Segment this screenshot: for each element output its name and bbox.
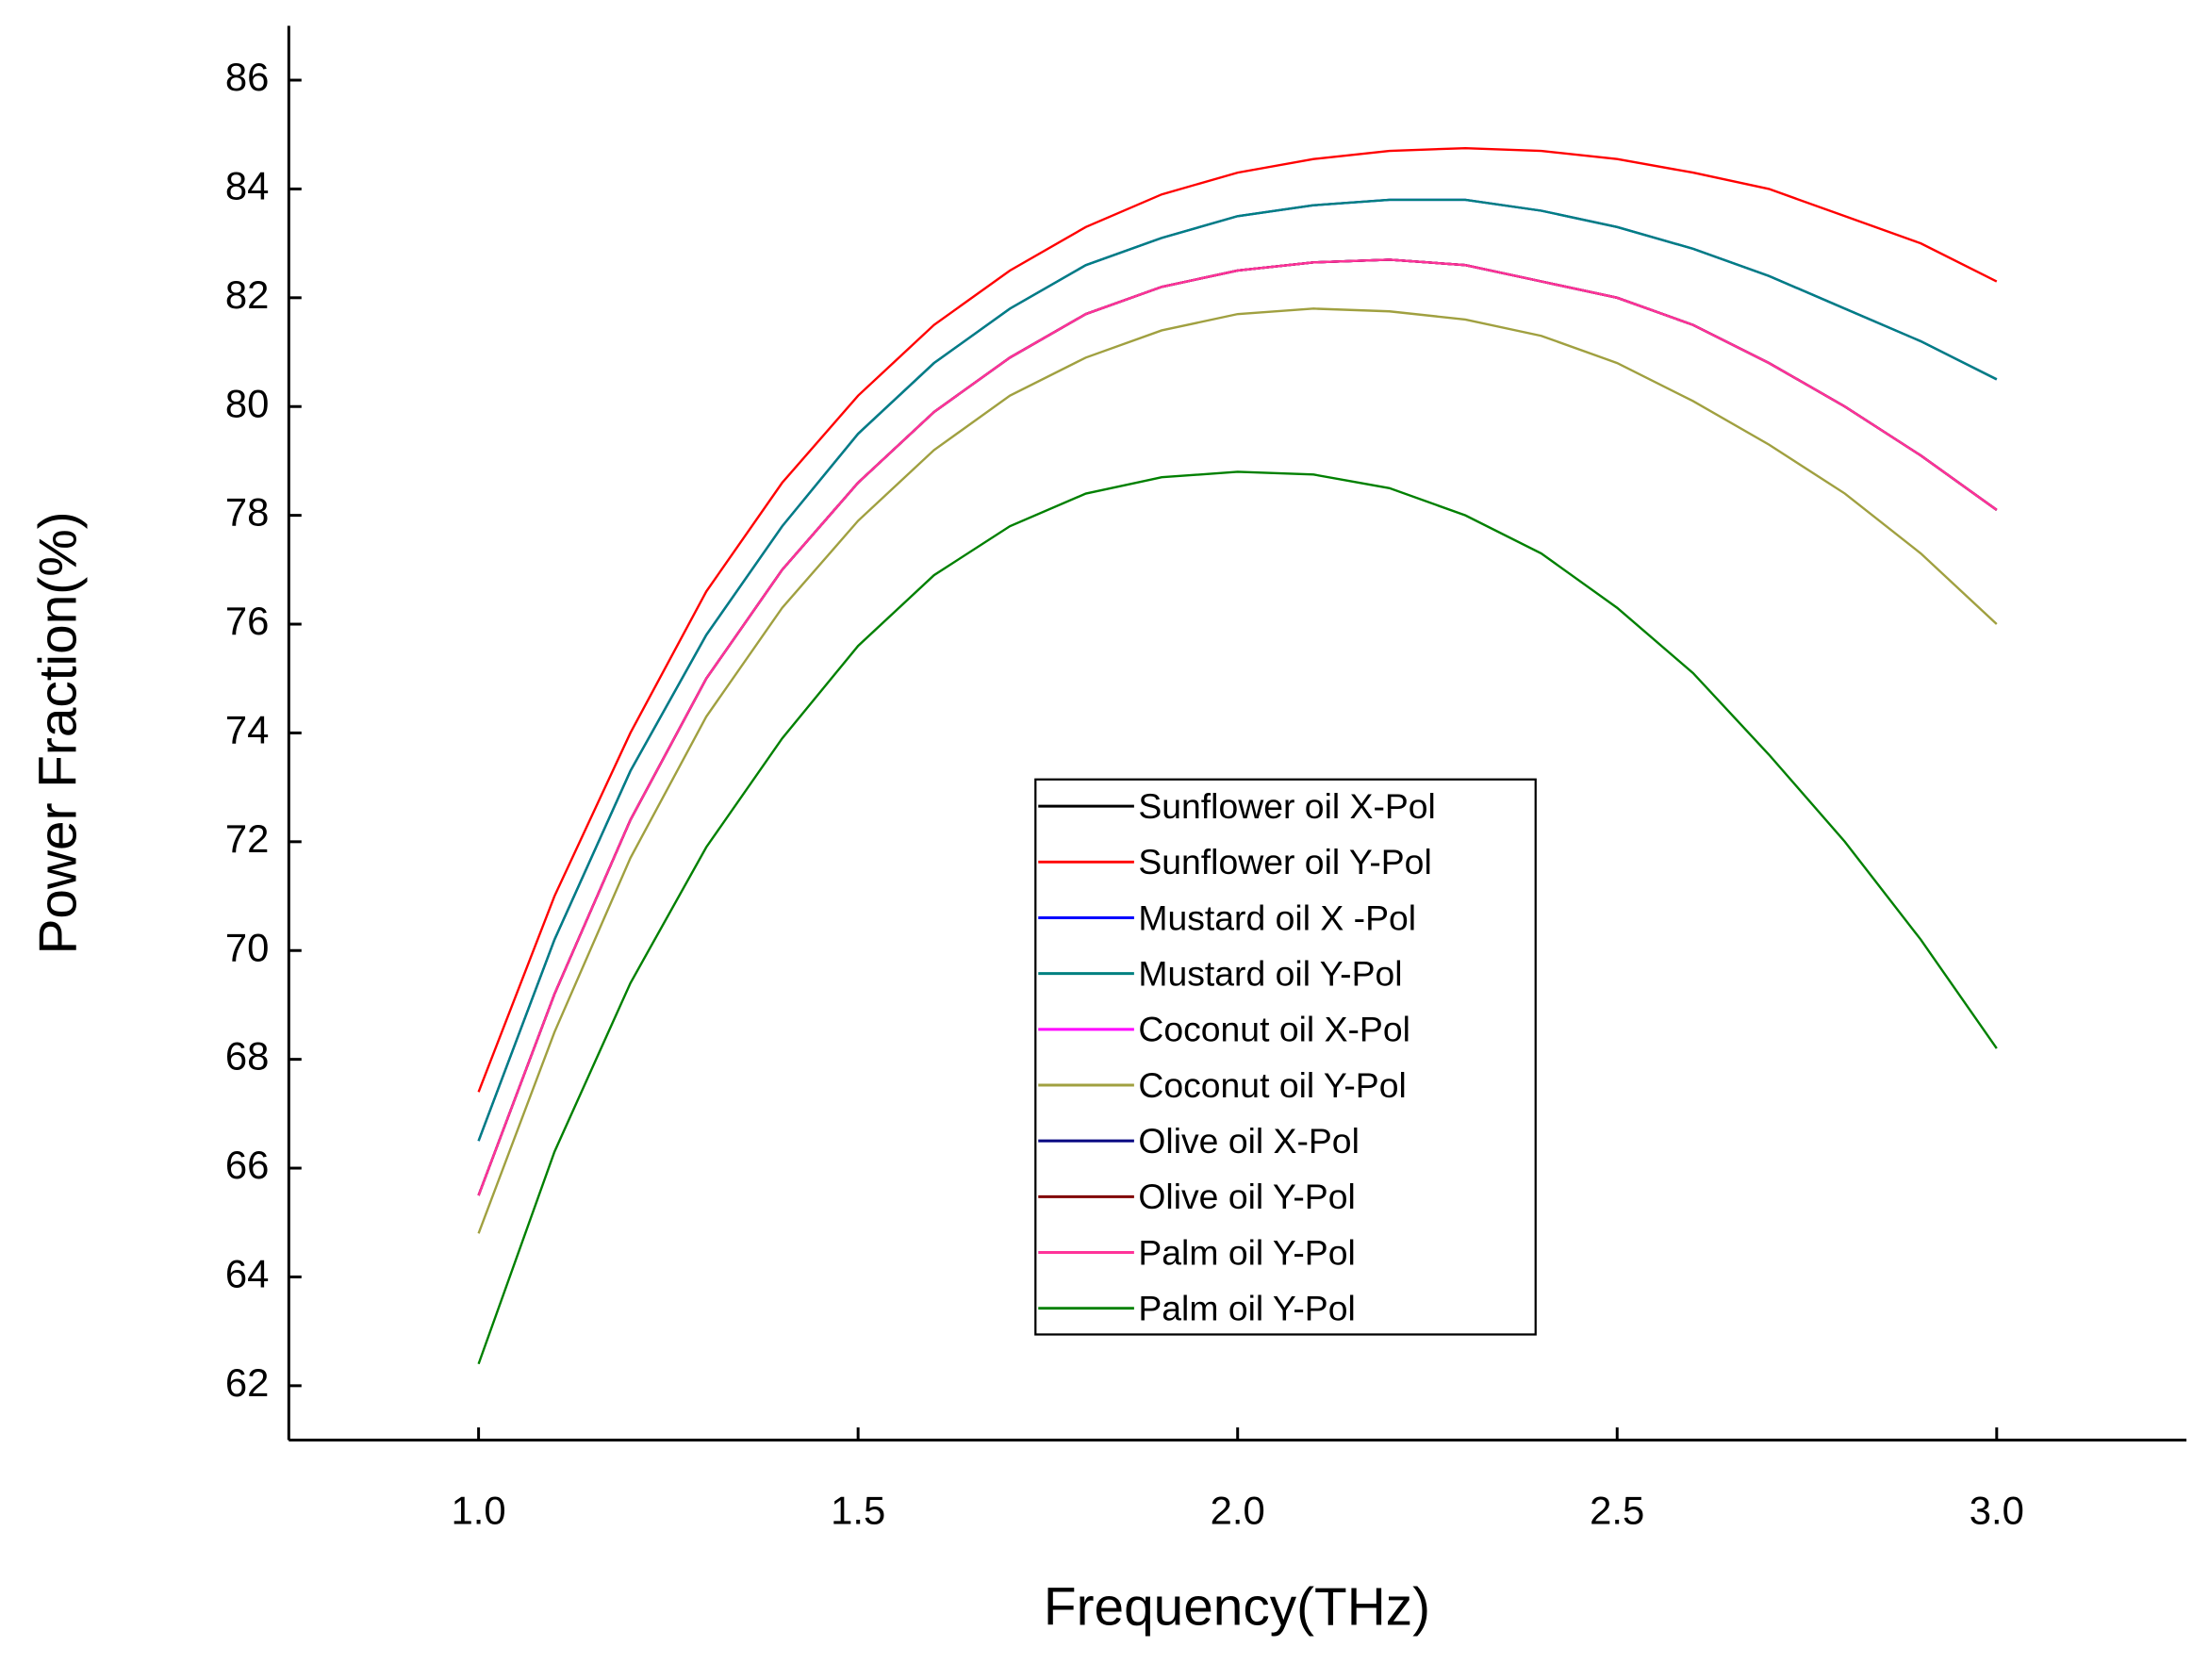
y-axis-title: Power Fraction(%): [29, 511, 89, 954]
series-line: [477, 198, 1998, 1142]
legend: Sunflower oil X-Pol Sunflower oil Y-Pol Mu…: [1034, 778, 1537, 1336]
y-tick-label: 78: [225, 490, 270, 535]
y-tick-label: 72: [225, 816, 270, 861]
legend-label: Palm oil Y-Pol: [1138, 1289, 1355, 1328]
y-tick-label: 74: [225, 707, 270, 751]
legend-label: Olive oil Y-Pol: [1138, 1177, 1355, 1216]
legend-label: Coconut oil Y-Pol: [1138, 1065, 1406, 1105]
legend-label: Palm oil Y-Pol: [1138, 1232, 1355, 1272]
legend-label: Mustard oil X -Pol: [1138, 898, 1416, 937]
y-tick-label: 80: [225, 381, 270, 425]
x-tick-label: 2.0: [1211, 1488, 1265, 1532]
y-tick-label: 68: [225, 1034, 270, 1079]
y-tick-label: 86: [225, 55, 270, 99]
y-tick-label: 76: [225, 599, 270, 643]
legend-label: Mustard oil Y-Pol: [1138, 954, 1402, 994]
y-tick-label: 66: [225, 1143, 270, 1187]
series-line: [477, 307, 1998, 1234]
x-tick-label: 1.0: [452, 1488, 506, 1532]
y-tick-label: 62: [225, 1360, 270, 1405]
y-tick-label: 82: [225, 272, 270, 317]
y-tick-label: 64: [225, 1251, 270, 1295]
legend-label: Sunflower oil Y-Pol: [1138, 842, 1431, 881]
legend-label: Coconut oil X-Pol: [1138, 1010, 1410, 1049]
x-tick-label: 3.0: [1970, 1488, 2024, 1532]
legend-box: [1034, 778, 1537, 1336]
legend-label: Olive oil X-Pol: [1138, 1121, 1360, 1161]
y-tick-label: 70: [225, 925, 270, 969]
x-axis-title: Frequency(THz): [1044, 1577, 1430, 1637]
series-line: [477, 258, 1998, 1196]
series-line: [477, 146, 1998, 1093]
y-tick-label: 84: [225, 163, 270, 207]
x-tick-label: 1.5: [831, 1488, 885, 1532]
plot-area: [477, 146, 1998, 1365]
series-line: [477, 470, 1998, 1365]
x-tick-label: 2.5: [1590, 1488, 1644, 1532]
legend-label: Sunflower oil X-Pol: [1138, 786, 1436, 826]
